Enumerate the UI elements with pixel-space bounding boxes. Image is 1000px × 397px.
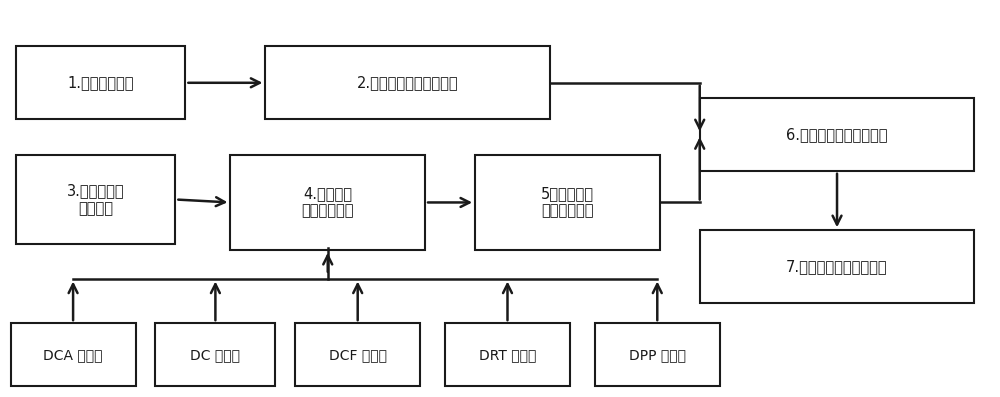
Bar <box>700 230 974 303</box>
Text: 4.暴露因子
数据采集模块: 4.暴露因子 数据采集模块 <box>301 186 354 219</box>
Text: 2.皮肤危害等级评估模块: 2.皮肤危害等级评估模块 <box>357 75 458 90</box>
Bar <box>475 155 660 250</box>
Text: 6.皮肤风险等级判定模块: 6.皮肤风险等级判定模块 <box>786 127 888 142</box>
Bar <box>265 46 550 119</box>
Bar <box>16 46 185 119</box>
Text: DC 子模块: DC 子模块 <box>190 348 240 362</box>
Text: 3.相似暴露组
筛选模块: 3.相似暴露组 筛选模块 <box>67 183 124 216</box>
Text: 7.皮肤风险控制决策模块: 7.皮肤风险控制决策模块 <box>786 259 888 274</box>
Bar <box>595 323 720 386</box>
Text: DPP 子模块: DPP 子模块 <box>629 348 686 362</box>
Bar <box>700 98 974 171</box>
Text: 1.信息采集模块: 1.信息采集模块 <box>67 75 134 90</box>
Bar <box>445 323 570 386</box>
Bar <box>295 323 420 386</box>
Bar <box>155 323 275 386</box>
Bar <box>11 323 136 386</box>
Text: 5．皮肤暴露
等级计算模块: 5．皮肤暴露 等级计算模块 <box>541 186 594 219</box>
Text: DCF 子模块: DCF 子模块 <box>329 348 387 362</box>
Text: DRT 子模块: DRT 子模块 <box>479 348 536 362</box>
Bar <box>230 155 425 250</box>
Bar <box>16 155 175 244</box>
Text: DCA 子模块: DCA 子模块 <box>43 348 103 362</box>
